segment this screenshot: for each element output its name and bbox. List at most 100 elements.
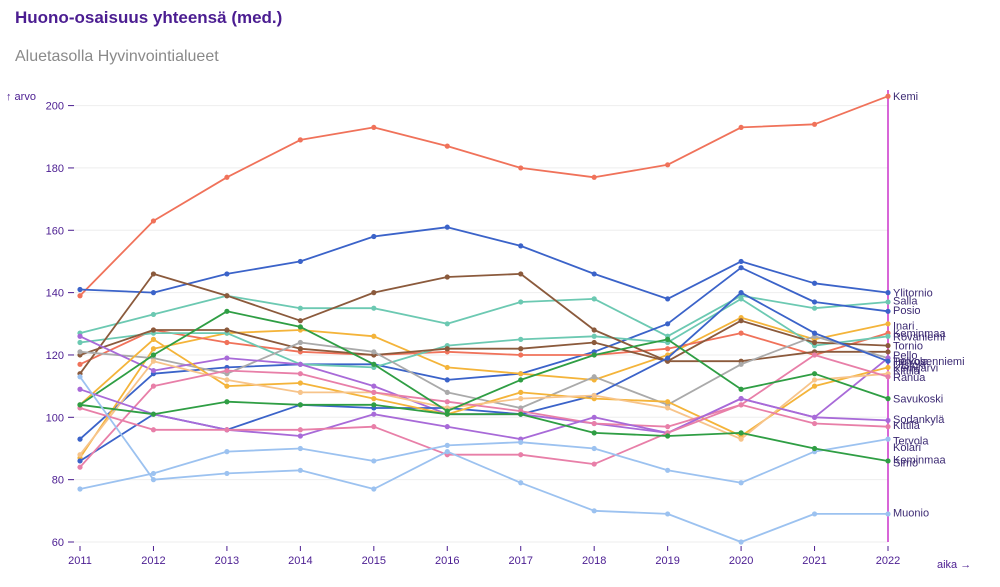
data-point[interactable] — [885, 396, 891, 402]
data-point[interactable] — [371, 402, 377, 408]
data-point[interactable] — [665, 467, 671, 473]
data-point[interactable] — [738, 258, 744, 265]
series-kemi[interactable] — [77, 93, 891, 299]
data-point[interactable] — [224, 383, 230, 389]
data-point[interactable] — [371, 305, 377, 311]
data-point[interactable] — [885, 321, 891, 327]
data-point[interactable] — [224, 427, 230, 433]
data-point[interactable] — [297, 361, 303, 367]
data-point[interactable] — [518, 439, 524, 445]
data-point[interactable] — [371, 361, 377, 367]
data-point[interactable] — [150, 367, 157, 374]
data-point[interactable] — [518, 336, 524, 342]
data-point[interactable] — [150, 470, 157, 477]
data-point[interactable] — [738, 296, 744, 302]
data-point[interactable] — [591, 271, 597, 277]
data-point[interactable] — [77, 374, 83, 380]
data-point[interactable] — [224, 293, 230, 299]
data-point[interactable] — [738, 386, 744, 392]
data-point[interactable] — [811, 420, 818, 427]
data-point[interactable] — [297, 371, 303, 377]
data-point[interactable] — [77, 339, 83, 346]
data-point[interactable] — [811, 121, 818, 127]
data-point[interactable] — [738, 402, 744, 408]
data-point[interactable] — [665, 346, 671, 352]
data-point[interactable] — [371, 233, 377, 240]
data-point[interactable] — [738, 124, 744, 131]
data-point[interactable] — [518, 271, 524, 277]
data-point[interactable] — [444, 274, 450, 280]
data-point[interactable] — [885, 299, 891, 305]
data-point[interactable] — [518, 389, 524, 395]
data-point[interactable] — [444, 442, 450, 448]
data-point[interactable] — [811, 280, 818, 286]
data-point[interactable] — [591, 174, 597, 180]
data-point[interactable] — [371, 486, 377, 492]
data-point[interactable] — [297, 389, 303, 395]
data-point[interactable] — [297, 305, 303, 311]
data-point[interactable] — [885, 308, 891, 314]
data-point[interactable] — [224, 355, 230, 361]
data-point[interactable] — [811, 383, 818, 389]
data-point[interactable] — [371, 333, 377, 339]
data-point[interactable] — [224, 308, 230, 314]
data-point[interactable] — [444, 377, 450, 383]
data-point[interactable] — [811, 330, 818, 336]
data-point[interactable] — [150, 271, 157, 277]
data-point[interactable] — [444, 346, 450, 352]
data-point[interactable] — [297, 402, 303, 408]
data-point[interactable] — [150, 346, 157, 352]
data-point[interactable] — [224, 271, 230, 277]
data-point[interactable] — [811, 377, 818, 383]
data-point[interactable] — [371, 424, 377, 430]
data-point[interactable] — [518, 371, 524, 377]
data-point[interactable] — [224, 339, 230, 346]
data-point[interactable] — [297, 318, 303, 324]
data-point[interactable] — [518, 411, 524, 417]
data-point[interactable] — [885, 436, 891, 442]
data-point[interactable] — [665, 424, 671, 430]
series-ylitornio[interactable] — [77, 224, 891, 302]
data-point[interactable] — [591, 461, 597, 467]
data-point[interactable] — [591, 392, 597, 399]
data-point[interactable] — [591, 430, 597, 436]
series-muonio[interactable] — [77, 374, 891, 545]
data-point[interactable] — [297, 258, 303, 265]
data-point[interactable] — [150, 411, 157, 417]
data-point[interactable] — [77, 293, 83, 299]
data-point[interactable] — [591, 339, 597, 346]
data-point[interactable] — [885, 358, 891, 364]
data-point[interactable] — [77, 486, 83, 492]
data-point[interactable] — [885, 290, 891, 296]
data-point[interactable] — [77, 333, 83, 339]
data-point[interactable] — [885, 93, 891, 99]
data-point[interactable] — [77, 452, 83, 458]
data-point[interactable] — [224, 449, 230, 455]
data-point[interactable] — [738, 318, 744, 324]
data-point[interactable] — [371, 389, 377, 395]
data-point[interactable] — [77, 349, 83, 355]
data-point[interactable] — [738, 396, 744, 402]
data-point[interactable] — [371, 349, 377, 355]
series-savukoski[interactable] — [77, 308, 891, 414]
data-point[interactable] — [444, 411, 450, 417]
data-point[interactable] — [150, 290, 157, 296]
data-point[interactable] — [224, 470, 230, 477]
data-point[interactable] — [444, 143, 450, 149]
data-point[interactable] — [591, 374, 597, 380]
data-point[interactable] — [297, 339, 303, 346]
data-point[interactable] — [150, 477, 157, 483]
data-point[interactable] — [591, 352, 597, 358]
data-point[interactable] — [371, 383, 377, 389]
data-point[interactable] — [150, 327, 157, 333]
data-point[interactable] — [297, 445, 303, 452]
data-point[interactable] — [371, 458, 377, 464]
data-point[interactable] — [224, 174, 230, 180]
data-point[interactable] — [811, 305, 818, 311]
data-point[interactable] — [150, 427, 157, 433]
data-point[interactable] — [665, 355, 671, 361]
data-point[interactable] — [518, 346, 524, 352]
data-point[interactable] — [444, 389, 450, 395]
data-point[interactable] — [885, 417, 891, 424]
series-simo[interactable] — [77, 402, 891, 467]
